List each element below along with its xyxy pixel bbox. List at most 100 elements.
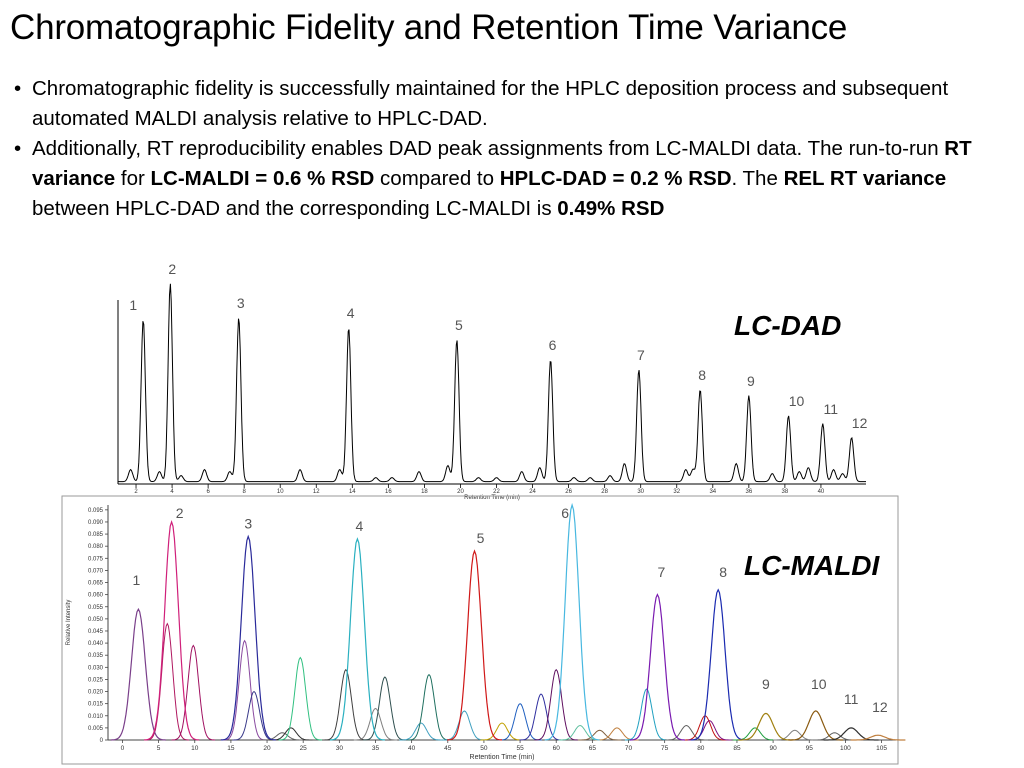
lc-maldi-x-tick-label: 105 [876,745,887,752]
lc-maldi-minor-peak [624,688,669,741]
lc-maldi-minor-peak [407,673,451,741]
hplc-dad-rsd: HPLC-DAD = 0.2 % RSD [499,167,732,190]
lc-maldi-y-tick-label: 0.035 [88,653,104,659]
bullet-item: • Chromatographic fidelity is successful… [12,74,1002,134]
lc-maldi-y-tick-label: 0.080 [88,544,104,550]
lc-dad-x-tick-label: 28 [601,489,608,495]
lc-maldi-peak-label: 11 [844,691,859,707]
lc-maldi-x-tick-label: 10 [191,745,199,752]
lc-maldi-x-tick-label: 75 [661,745,669,752]
lc-dad-x-tick-label: 2 [134,489,138,495]
lc-maldi-peak-trace [690,588,746,741]
lc-maldi-x-tick-label: 80 [697,745,705,752]
bullet-text: Chromatographic fidelity is successfully… [32,77,949,130]
lc-maldi-minor-peak [442,710,487,741]
lc-maldi-minor-peak [519,693,563,741]
lc-maldi-label: LC-MALDI [744,550,880,581]
lc-maldi-peak-label: 6 [561,505,569,521]
lc-maldi-x-tick-label: 70 [625,745,633,752]
lc-maldi-peak-trace [629,593,685,741]
lc-maldi-x-axis-title: Retention Time (min) [470,754,535,761]
lc-maldi-minor-peak [773,729,817,741]
lc-maldi-minor-peak [664,724,708,741]
lc-maldi-x-tick-label: 25 [300,745,308,752]
bullet-text: between HPLC-DAD and the corresponding L… [32,197,558,220]
lc-dad-peak-label: 2 [168,261,176,277]
lc-maldi-peak-label: 1 [132,572,140,588]
lc-dad-peak-label: 5 [455,317,463,333]
lc-dad-peak-label: 4 [347,305,355,321]
lc-maldi-peak-trace [823,727,879,741]
lc-maldi-peak-trace [738,712,794,741]
lc-maldi-y-tick-label: 0.045 [88,629,104,635]
lc-maldi-y-tick-label: 0.065 [88,581,104,587]
lc-maldi-peak-trace [110,607,166,741]
lc-maldi-y-axis-title: Relative Intensity [66,600,72,646]
lc-maldi-x-tick-label: 60 [553,745,561,752]
lc-maldi-y-tick-label: 0.060 [88,593,104,599]
rel-rt-rsd-value: 0.49% RSD [557,197,665,220]
lc-maldi-minor-peak [687,720,732,741]
bullet-dot-icon: • [14,77,22,100]
bullet-item: • Additionally, RT reproducibility enabl… [12,134,1002,224]
lc-dad-x-tick-label: 4 [170,489,174,495]
lc-maldi-y-tick-label: 0.030 [88,665,104,671]
slide-title: Chromatographic Fidelity and Retention T… [10,8,848,47]
lc-maldi-minor-peak [498,703,542,741]
lc-maldi-peak-trace [850,734,906,741]
lc-maldi-peak-trace [447,549,502,741]
lc-maldi-y-tick-label: 0 [100,738,104,744]
lc-maldi-peak-trace [329,537,385,741]
lc-maldi-x-tick-label: 50 [480,745,488,752]
bullet-text: compared to [374,167,500,190]
lc-maldi-rsd: LC-MALDI = 0.6 % RSD [150,167,375,190]
lc-maldi-x-tick-label: 100 [840,745,851,752]
lc-dad-peak-label: 6 [549,337,557,353]
lc-dad-peak-label: 12 [852,415,868,431]
lc-maldi-x-tick-label: 90 [769,745,777,752]
lc-maldi-minor-peak [595,727,639,741]
lc-maldi-y-tick-label: 0.050 [88,617,104,623]
lc-dad-x-tick-label: 38 [782,489,789,495]
lc-dad-peak-label: 8 [698,367,706,383]
lc-dad-label: LC-DAD [734,310,842,341]
rel-rt-variance-term: REL RT variance [783,167,947,190]
lc-maldi-minor-peak [534,668,578,741]
lc-maldi-x-tick-label: 35 [372,745,380,752]
lc-dad-x-tick-label: 40 [818,489,825,495]
lc-dad-x-tick-label: 10 [277,489,284,495]
lc-maldi-peak-label: 7 [658,564,666,580]
bullet-text: Additionally, RT reproducibility enables… [32,137,945,160]
lc-maldi-minor-peak [733,727,777,741]
lc-maldi-minor-peak [222,639,267,741]
lc-dad-peak-label: 7 [637,347,645,363]
lc-maldi-y-tick-label: 0.090 [88,520,104,526]
lc-maldi-y-tick-label: 0.040 [88,641,104,647]
lc-dad-x-tick-label: 26 [565,489,572,495]
lc-maldi-x-tick-label: 40 [408,745,416,752]
lc-dad-x-tick-label: 14 [349,489,356,495]
lc-maldi-peak-label: 2 [176,505,184,521]
bullet-list: • Chromatographic fidelity is successful… [12,74,1002,224]
bullet-dot-icon: • [14,137,22,160]
lc-maldi-y-tick-label: 0.005 [88,726,104,732]
lc-maldi-y-tick-label: 0.020 [88,690,104,696]
lc-maldi-y-tick-label: 0.070 [88,568,104,574]
lc-dad-x-tick-label: 36 [745,489,752,495]
lc-maldi-minor-peak [558,724,602,741]
bullet-text: . The [731,167,784,190]
lc-maldi-minor-peak [353,707,398,741]
lc-maldi-y-tick-label: 0.025 [88,677,104,683]
lc-dad-x-tick-label: 32 [673,489,680,495]
lc-maldi-x-tick-label: 95 [806,745,814,752]
lc-maldi-minor-peak [171,644,216,741]
lc-maldi-minor-peak [260,732,304,741]
lc-maldi-minor-peak [269,727,313,741]
lc-maldi-peak-trace [544,502,600,741]
lc-maldi-y-tick-label: 0.075 [88,556,104,562]
lc-dad-x-tick-label: 22 [493,489,500,495]
lc-maldi-x-tick-label: 5 [157,745,161,752]
lc-dad-x-tick-label: 6 [206,489,210,495]
lc-maldi-y-tick-label: 0.055 [88,605,104,611]
lc-dad-peak-label: 10 [789,393,805,409]
